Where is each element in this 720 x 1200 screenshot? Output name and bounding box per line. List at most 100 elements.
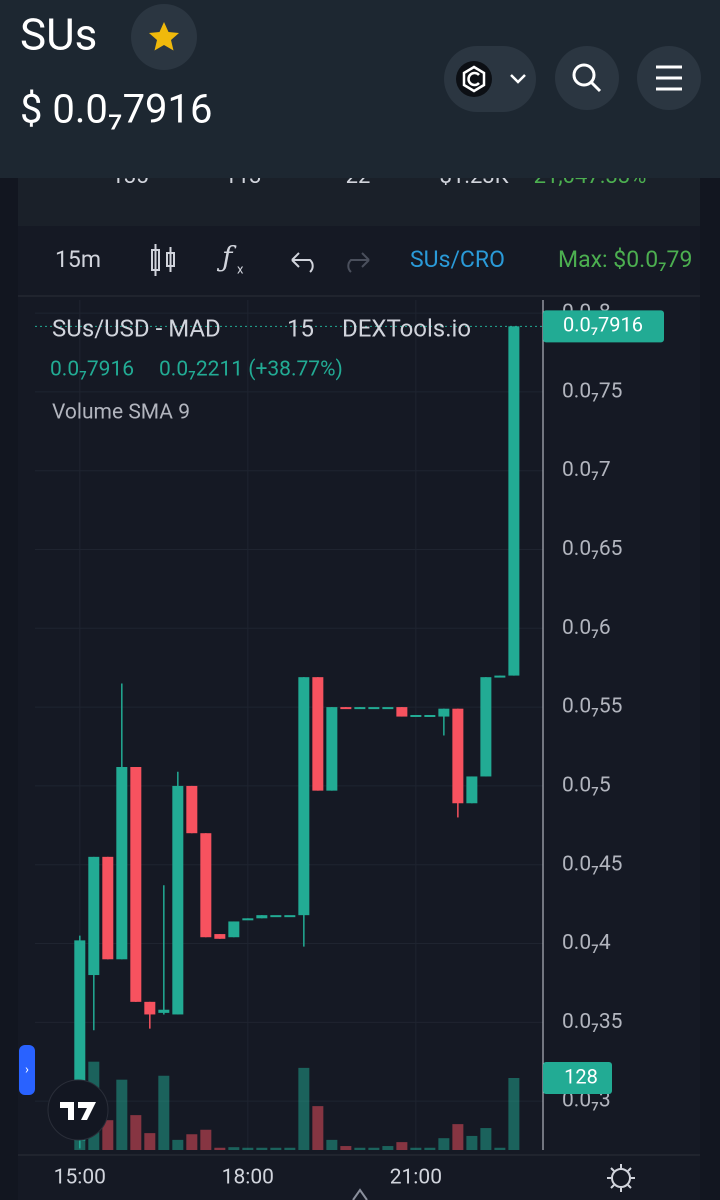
volume-bar [172, 1139, 184, 1150]
volume-bar [200, 1129, 212, 1150]
candle-body [102, 856, 114, 960]
settings-icon[interactable] [611, 1168, 631, 1188]
candle-body [172, 785, 184, 1015]
scroll-arrow [352, 1188, 368, 1200]
search-icon-handle [589, 80, 602, 93]
side-tab[interactable] [19, 1045, 35, 1095]
indicators-icon[interactable]: ƒ [216, 241, 237, 274]
volume-bar [410, 1147, 422, 1150]
volume-bar [508, 1078, 520, 1150]
y-tick-label: 0.0₇6 [562, 616, 611, 640]
candle-body [452, 708, 464, 804]
candle-body [270, 915, 282, 918]
volume-badge [543, 1062, 612, 1094]
volume-bar [452, 1124, 464, 1150]
candle-body [242, 918, 254, 921]
y-tick-label: 0.0₇35 [562, 1010, 622, 1034]
pair-button[interactable]: SUs/CRO [410, 246, 505, 273]
volume-legend: Volume SMA 9 [52, 401, 190, 425]
menu-icon [656, 65, 682, 91]
volume-bar [228, 1147, 240, 1150]
volume-bar [312, 1106, 324, 1150]
chart-interval: 15 [287, 314, 314, 342]
candle-body [116, 767, 128, 960]
candle-body [200, 833, 212, 938]
interval-button[interactable]: 15m [55, 246, 101, 273]
tv-logo [47, 1079, 109, 1141]
candle-body [186, 785, 198, 834]
candle-body [228, 921, 240, 938]
stats-row-bg [18, 178, 700, 226]
volume-bar [214, 1147, 226, 1150]
x-tick-label: 21:00 [390, 1166, 442, 1190]
volume-bar [340, 1146, 352, 1150]
price: $ 0.0₇7916 [20, 86, 213, 133]
volume-bar [284, 1147, 296, 1150]
legend-change: 0.0₇2211 (+38.77%) [159, 358, 343, 382]
search-button[interactable] [555, 46, 619, 110]
y-tick-label: 0.0₇65 [562, 537, 622, 561]
redo-icon [347, 252, 370, 273]
volume-bar [298, 1067, 310, 1150]
candle-body [354, 707, 366, 710]
side-tab-icon: › [25, 1062, 29, 1077]
symbol: SUs [20, 9, 97, 61]
y-tick-label: 0.0₇75 [562, 379, 622, 403]
volume-bar [368, 1147, 380, 1150]
candle-body [158, 1009, 170, 1013]
volume-bar [158, 1075, 170, 1150]
chain-logo [456, 61, 492, 97]
chain-logo-hex [462, 65, 486, 93]
volume-bar [438, 1138, 450, 1150]
volume-label: 128 [564, 1064, 598, 1088]
chain-logo-c [467, 71, 480, 87]
candle-body [298, 677, 310, 916]
search-icon [572, 63, 596, 87]
candle-body [74, 940, 86, 1141]
y-tick-label: 0.0₇5 [562, 773, 611, 797]
candle-body [438, 708, 450, 717]
y-tick-label: 0.0₇55 [562, 695, 622, 719]
volume-bar [424, 1147, 436, 1150]
volume-bar [186, 1134, 198, 1150]
chart-panel [18, 178, 700, 1200]
chevron [510, 74, 526, 84]
volume-bar [116, 1079, 128, 1150]
candle-body [368, 707, 380, 710]
max-price: Max: $0.0₇79 [558, 246, 692, 273]
volume-bar [466, 1135, 478, 1150]
candle-body [144, 1001, 156, 1015]
chart: 0.0₇30.0₇350.0₇40.0₇450.0₇50.0₇550.0₇60.… [35, 300, 664, 1190]
candle-body [284, 915, 296, 918]
candle-body [410, 714, 422, 717]
candle-body [382, 707, 394, 710]
chart-title: SUs/USD - MAD [52, 314, 221, 342]
volume-bar [242, 1147, 254, 1150]
candle-body [214, 934, 226, 939]
volume-bar [130, 1115, 142, 1150]
candle-body [256, 915, 268, 919]
volume-bar [102, 1120, 114, 1150]
undo-icon[interactable] [291, 252, 314, 273]
volume-bar [270, 1147, 282, 1150]
candles-icon[interactable] [151, 244, 175, 276]
tv-logo-mark [60, 1102, 96, 1120]
volume-bar [382, 1146, 394, 1150]
volume-bar [494, 1147, 506, 1150]
indicators-icon-x: x [237, 262, 244, 277]
volume-bar [354, 1147, 366, 1150]
candle-body [508, 326, 520, 676]
star-icon [149, 22, 179, 51]
last-price-label: 0.0₇7916 [563, 313, 643, 337]
candle-body [396, 707, 408, 717]
candle-body [312, 677, 324, 791]
y-tick-label: 0.0₇45 [562, 852, 622, 876]
y-tick-label: 0.0₇4 [562, 931, 611, 955]
volume-bar [396, 1142, 408, 1150]
candle-body [340, 707, 352, 710]
candle-body [466, 776, 478, 804]
candle-body [326, 707, 338, 791]
last-price-badge [543, 310, 664, 343]
volume-bar [326, 1139, 338, 1150]
volume-bar [144, 1133, 156, 1150]
